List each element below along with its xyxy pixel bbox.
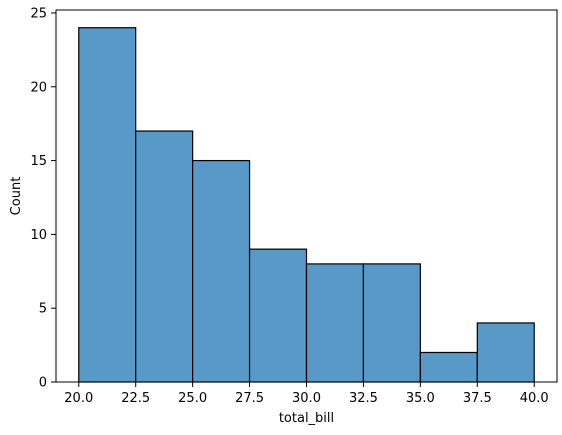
x-axis-label: total_bill: [279, 411, 334, 426]
histogram-bar: [192, 159, 251, 383]
histogram-bars: [78, 27, 535, 383]
x-tick-label: 20.0: [64, 391, 93, 406]
histogram-bar: [135, 130, 194, 383]
y-tick-label: 5: [39, 302, 47, 317]
x-tick-label: 32.5: [349, 391, 378, 406]
histogram-bar: [419, 351, 478, 383]
x-tick-label: 40.0: [520, 391, 549, 406]
histogram-bar: [248, 248, 308, 383]
x-tick-label: 37.5: [463, 391, 492, 406]
histogram-bar: [305, 263, 365, 383]
y-tick-label: 15: [30, 154, 47, 169]
y-tick-label: 0: [39, 376, 47, 391]
x-tick-label: 25.0: [178, 391, 207, 406]
x-tick-label: 27.5: [235, 391, 264, 406]
y-axis-ticks: 0 5 10 15 20 25: [30, 6, 56, 391]
y-tick-label: 10: [30, 228, 47, 243]
y-tick-label: 20: [30, 80, 47, 95]
y-axis-label: Count: [9, 177, 24, 216]
histogram-bar: [362, 263, 421, 383]
x-tick-label: 30.0: [292, 391, 321, 406]
y-tick-label: 25: [30, 6, 47, 21]
histogram-bar: [476, 322, 535, 383]
histogram-bar: [78, 27, 137, 383]
x-tick-label: 35.0: [406, 391, 435, 406]
x-axis-ticks: 20.0 22.5 25.0 27.5 30.0 32.5 35.0 37.5 40.0: [64, 382, 549, 406]
x-tick-label: 22.5: [121, 391, 150, 406]
